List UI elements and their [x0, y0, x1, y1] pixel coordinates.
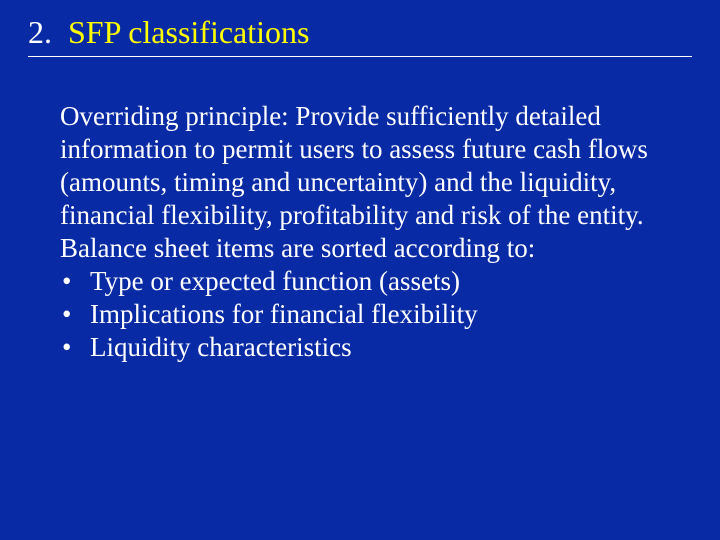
bullet-text: Implications for financial flexibility [90, 299, 478, 329]
body-paragraph: Overriding principle: Provide sufficient… [60, 100, 660, 265]
title-text: SFP classifications [68, 14, 309, 50]
title-underline [28, 56, 692, 57]
list-item: • Liquidity characteristics [60, 331, 660, 364]
bullet-icon: • [62, 331, 71, 364]
slide: 2. SFP classifications Overriding princi… [0, 0, 720, 540]
slide-title: 2. SFP classifications [28, 14, 692, 51]
slide-body: Overriding principle: Provide sufficient… [60, 100, 660, 364]
title-number: 2. [28, 14, 52, 50]
list-item: • Type or expected function (assets) [60, 265, 660, 298]
bullet-text: Liquidity characteristics [90, 332, 352, 362]
bullet-text: Type or expected function (assets) [90, 266, 460, 296]
list-item: • Implications for financial flexibility [60, 298, 660, 331]
bullet-list: • Type or expected function (assets) • I… [60, 265, 660, 364]
bullet-icon: • [62, 298, 71, 331]
bullet-icon: • [62, 265, 71, 298]
